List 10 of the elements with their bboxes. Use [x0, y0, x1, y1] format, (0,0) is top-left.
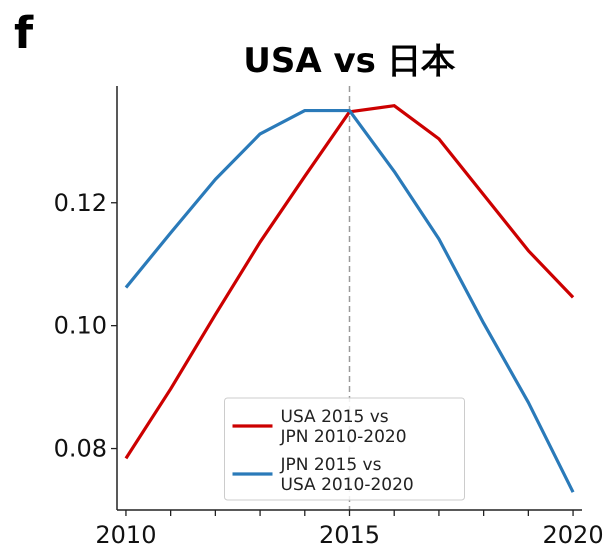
y-tick-label: 0.12 [54, 188, 107, 217]
x-tick-label: 2015 [318, 521, 380, 549]
y-tick-label: 0.08 [54, 434, 107, 463]
x-tick-label: 2020 [542, 521, 604, 549]
y-tick-label: 0.10 [54, 312, 107, 340]
legend-label: JPN 2015 vs USA 2010-2020 [280, 455, 414, 495]
legend-label: USA 2015 vs JPN 2010-2020 [280, 407, 407, 447]
chart-title: USA vs 日本 [243, 41, 457, 81]
text: f [14, 8, 34, 59]
x-tick-label: 2010 [95, 521, 156, 549]
